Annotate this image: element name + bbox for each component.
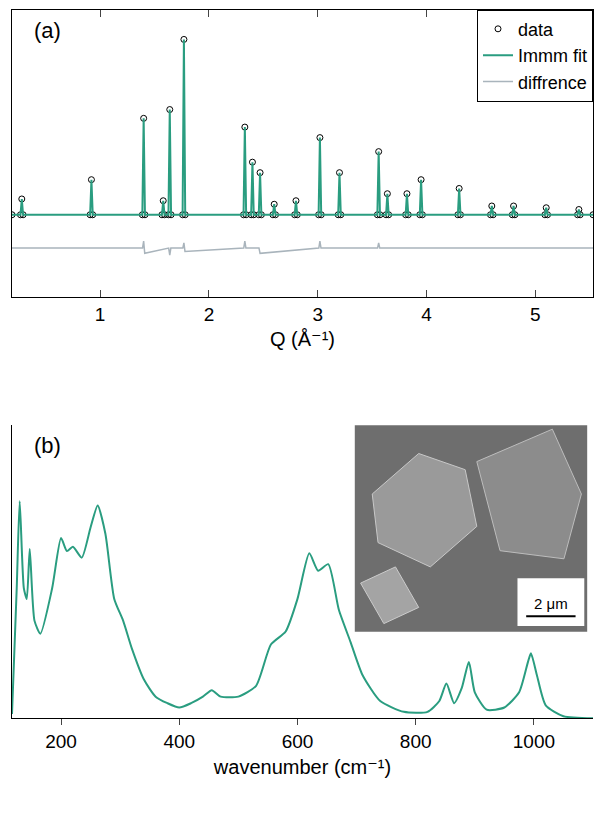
svg-text:(b): (b) <box>34 433 61 458</box>
svg-text:1: 1 <box>95 304 106 325</box>
svg-text:400: 400 <box>163 731 195 752</box>
svg-text:600: 600 <box>282 731 314 752</box>
svg-text:1000: 1000 <box>513 731 555 752</box>
svg-text:2: 2 <box>204 304 215 325</box>
svg-text:2 μm: 2 μm <box>534 595 568 612</box>
svg-text:800: 800 <box>400 731 432 752</box>
svg-text:diffrence: diffrence <box>518 73 587 93</box>
svg-text:data: data <box>518 20 554 40</box>
svg-text:200: 200 <box>45 731 77 752</box>
svg-text:Immm fit: Immm fit <box>518 46 587 66</box>
svg-text:Q (Å⁻¹): Q (Å⁻¹) <box>270 328 335 350</box>
svg-text:4: 4 <box>421 304 432 325</box>
svg-text:(a): (a) <box>34 18 61 43</box>
svg-text:5: 5 <box>530 304 541 325</box>
svg-text:wavenumber (cm⁻¹): wavenumber (cm⁻¹) <box>213 756 391 778</box>
svg-text:3: 3 <box>312 304 323 325</box>
